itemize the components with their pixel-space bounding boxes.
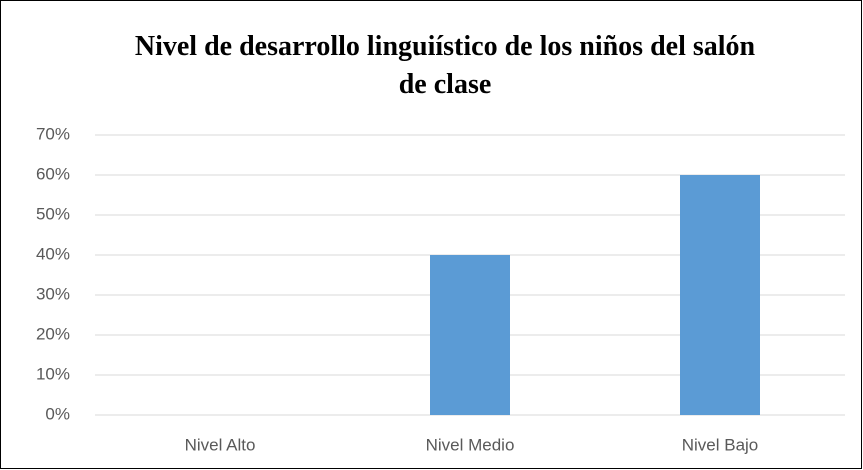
x-tick-label: Nivel Bajo <box>682 435 759 454</box>
y-tick-label: 60% <box>36 164 70 183</box>
y-tick-label: 50% <box>36 204 70 223</box>
y-tick-label: 20% <box>36 324 70 343</box>
y-tick-label: 0% <box>45 404 70 423</box>
bar <box>430 255 510 415</box>
y-tick-label: 10% <box>36 364 70 383</box>
chart-title: Nivel de desarrollo linguiístico de los … <box>134 31 756 100</box>
y-tick-label: 40% <box>36 244 70 263</box>
x-tick-label: Nivel Alto <box>185 435 256 454</box>
y-tick-label: 30% <box>36 284 70 303</box>
x-tick-label: Nivel Medio <box>426 435 515 454</box>
bar <box>680 175 760 415</box>
y-tick-label: 70% <box>36 124 70 143</box>
